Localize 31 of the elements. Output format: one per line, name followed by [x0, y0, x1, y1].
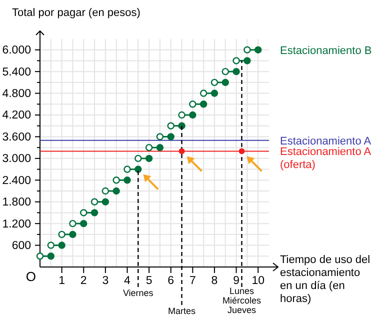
x-tick-label: 3	[102, 275, 109, 288]
y-tick-label: 3.600	[2, 131, 31, 144]
x-tick-label: 7	[189, 275, 196, 288]
y-tick-label: 2.400	[2, 174, 31, 187]
y-tick-label: 600	[12, 240, 31, 252]
text: Viernes	[122, 288, 154, 298]
y-tick-label: 6.000	[2, 44, 31, 57]
x-tick-label: 9	[233, 275, 240, 288]
x-tick-label: 8	[211, 275, 218, 288]
x-tick-label: 10	[252, 275, 264, 288]
x-tick-label: 5	[146, 275, 152, 288]
x-tick-label: 2	[80, 275, 87, 288]
y-axis-title: Total por pagar (en pesos)	[12, 7, 140, 19]
point	[238, 148, 245, 154]
y-tick-label: 5.400	[2, 66, 31, 78]
text: O	[26, 269, 36, 284]
x-tick-label: 6	[168, 275, 174, 288]
y-tick-label: 1.200	[2, 218, 31, 230]
text: Lunes Miércoles Jueves	[222, 286, 262, 315]
x-tick-label: 1	[58, 275, 66, 288]
ref-line-label: Estacionamiento A	[280, 135, 372, 148]
series-label: Estacionamiento B	[280, 44, 372, 57]
y-tick-label: 1.800	[2, 196, 31, 209]
text: Martes	[168, 306, 196, 316]
x-axis-title: Tiempo de uso del estacionamiento en un día (en horas)	[280, 254, 370, 305]
y-tick-label: 3.000	[2, 153, 31, 166]
point	[178, 148, 185, 154]
y-tick-label: 4.200	[2, 110, 31, 122]
ref-line-label: Estacionamiento A (oferta)	[280, 146, 372, 172]
y-tick-label: 4.800	[2, 88, 31, 100]
x-tick-label: 4	[124, 275, 132, 288]
